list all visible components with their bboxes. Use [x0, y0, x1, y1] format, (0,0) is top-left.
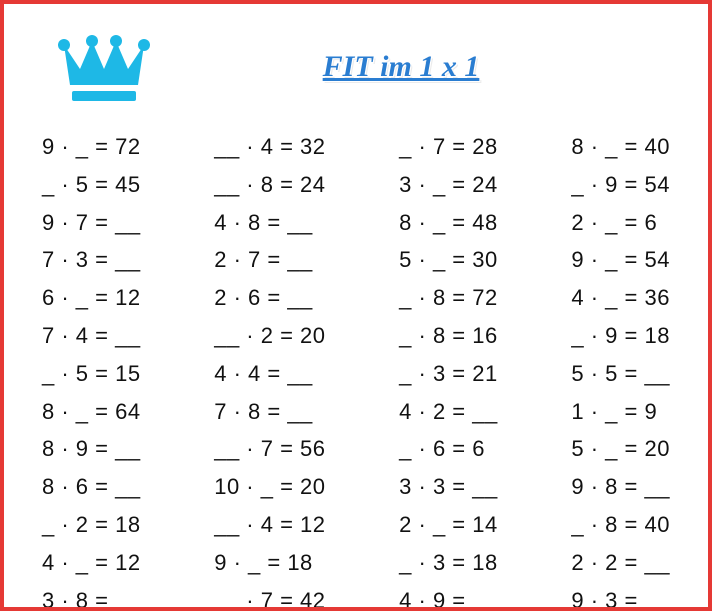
equation: 2 · 7 = __: [214, 245, 325, 276]
equation: _ · 3 = 18: [399, 548, 498, 579]
equation: _ · 8 = 16: [399, 321, 498, 352]
equation: 9 · _ = 72: [42, 132, 141, 163]
equation: 3 · 8 = __: [42, 586, 141, 611]
equation: 4 · 9 = __: [399, 586, 498, 611]
header: FIT im 1 x 1: [4, 4, 708, 122]
equation: _ · 3 = 21: [399, 359, 498, 390]
equation: 8 · _ = 40: [571, 132, 670, 163]
equation: 4 · 4 = __: [214, 359, 325, 390]
equation: __ · 2 = 20: [214, 321, 325, 352]
equation: 2 · 2 = __: [571, 548, 670, 579]
equation: _ · 5 = 45: [42, 170, 141, 201]
equation: __ · 7 = 42: [214, 586, 325, 611]
equation: _ · 9 = 18: [571, 321, 670, 352]
equation: 5 · _ = 20: [571, 434, 670, 465]
worksheet-frame: FIT im 1 x 1 9 · _ = 72 _ · 5 = 45 9 · 7…: [0, 0, 712, 611]
equation: 10 · _ = 20: [214, 472, 325, 503]
equation: 2 · _ = 14: [399, 510, 498, 541]
equation: __ · 8 = 24: [214, 170, 325, 201]
equation: 9 · 8 = __: [571, 472, 670, 503]
equation: 2 · 6 = __: [214, 283, 325, 314]
equation: 3 · 3 = __: [399, 472, 498, 503]
equation: 8 · _ = 64: [42, 397, 141, 428]
equation: 4 · 8 = __: [214, 208, 325, 239]
equation-grid: 9 · _ = 72 _ · 5 = 45 9 · 7 = __ 7 · 3 =…: [4, 122, 708, 611]
equation: 7 · 8 = __: [214, 397, 325, 428]
equation: _ · 5 = 15: [42, 359, 141, 390]
equation: _ · 9 = 54: [571, 170, 670, 201]
equation: 5 · 5 = __: [571, 359, 670, 390]
page-title: FIT im 1 x 1: [104, 50, 698, 84]
equation: 3 · _ = 24: [399, 170, 498, 201]
equation: 9 · _ = 54: [571, 245, 670, 276]
equation: __ · 7 = 56: [214, 434, 325, 465]
equation: 9 · _ = 18: [214, 548, 325, 579]
equation: 6 · _ = 12: [42, 283, 141, 314]
column-4: 8 · _ = 40 _ · 9 = 54 2 · _ = 6 9 · _ = …: [571, 132, 670, 611]
equation: 4 · _ = 36: [571, 283, 670, 314]
column-2: __ · 4 = 32 __ · 8 = 24 4 · 8 = __ 2 · 7…: [214, 132, 325, 611]
equation: __ · 4 = 32: [214, 132, 325, 163]
equation: 7 · 4 = __: [42, 321, 141, 352]
column-1: 9 · _ = 72 _ · 5 = 45 9 · 7 = __ 7 · 3 =…: [42, 132, 141, 611]
equation: 8 · _ = 48: [399, 208, 498, 239]
equation: _ · 8 = 40: [571, 510, 670, 541]
equation: _ · 6 = 6: [399, 434, 498, 465]
equation: 2 · _ = 6: [571, 208, 670, 239]
column-3: _ · 7 = 28 3 · _ = 24 8 · _ = 48 5 · _ =…: [399, 132, 498, 611]
equation: 1 · _ = 9: [571, 397, 670, 428]
equation: 8 · 6 = __: [42, 472, 141, 503]
equation: __ · 4 = 12: [214, 510, 325, 541]
equation: 5 · _ = 30: [399, 245, 498, 276]
equation: 9 · 7 = __: [42, 208, 141, 239]
equation: 7 · 3 = __: [42, 245, 141, 276]
equation: _ · 7 = 28: [399, 132, 498, 163]
equation: _ · 8 = 72: [399, 283, 498, 314]
equation: 4 · 2 = __: [399, 397, 498, 428]
equation: 8 · 9 = __: [42, 434, 141, 465]
equation: _ · 2 = 18: [42, 510, 141, 541]
equation: 4 · _ = 12: [42, 548, 141, 579]
equation: 9 · 3 = __: [571, 586, 670, 611]
